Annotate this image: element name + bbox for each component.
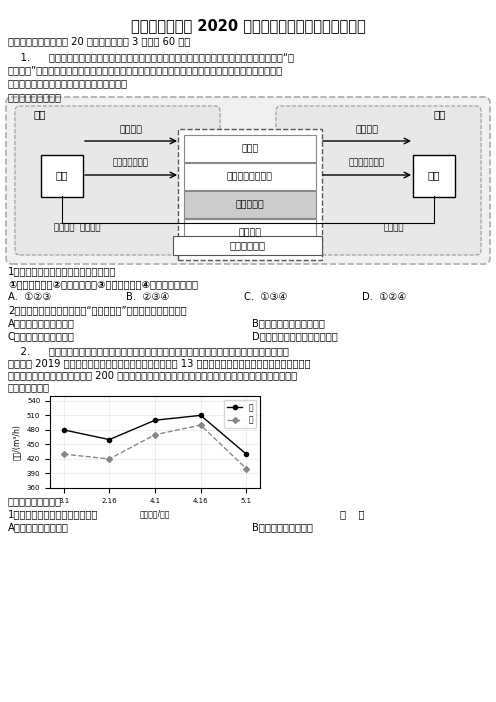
FancyBboxPatch shape [276, 106, 481, 255]
Text: 1.      与追求数量增长的传统城镇化不同，新型城镇化的重点在于提升城镇化质量，致力于实现“人: 1. 与追求数量增长的传统城镇化不同，新型城镇化的重点在于提升城镇化质量，致力于… [8, 52, 294, 62]
Bar [184, 191, 316, 218]
Text: 市民化问题，便成为新型城镇化的重要任务。: 市民化问题，便成为新型城镇化的重要任务。 [8, 78, 128, 88]
Bar [184, 163, 316, 190]
Text: 城镇化第二阶段: 城镇化第二阶段 [349, 158, 385, 167]
Text: A．　城乡差距不断缩小: A． 城乡差距不断缩小 [8, 318, 75, 328]
Legend: 甲, 乙: 甲, 乙 [224, 400, 256, 428]
Text: 农民工: 农民工 [242, 144, 258, 153]
Text: 汕头市达标名校 2020 年高考三月适应性考试地理试题: 汕头市达标名校 2020 年高考三月适应性考试地理试题 [130, 18, 366, 33]
甲 [244, 450, 249, 458]
X-axis label: 日期（月/日）: 日期（月/日） [140, 509, 170, 518]
FancyBboxPatch shape [413, 154, 455, 197]
FancyBboxPatch shape [15, 106, 220, 255]
Text: 的城镇化”。传统城镇化阶段完成了农村地区农民空间转移，而区域发展超过这一阶段后农业转移人口的: 的城镇化”。传统城镇化阶段完成了农村地区农民空间转移，而区域发展超过这一阶段后农… [8, 65, 283, 75]
乙 [106, 455, 112, 463]
Text: A.  ①②③: A. ①②③ [8, 292, 51, 302]
FancyBboxPatch shape [6, 97, 490, 264]
Text: 1．下列措施中最能提升城镇化质量的是: 1．下列措施中最能提升城镇化质量的是 [8, 266, 117, 276]
甲 [198, 411, 204, 420]
Text: A．　纬度高，海拔高: A． 纬度高，海拔高 [8, 522, 69, 532]
Text: 现在甲乙之间河段，该河段长约 200 千米。该河段结冰期流量来自冰下水流，河面冰层及周边积雪融化，: 现在甲乙之间河段，该河段长约 200 千米。该河段结冰期流量来自冰下水流，河面冰… [8, 370, 297, 380]
Text: （    ）: （ ） [340, 509, 365, 519]
乙 [61, 450, 66, 458]
FancyBboxPatch shape [178, 129, 322, 260]
Text: 据此完成下面小题。: 据此完成下面小题。 [8, 92, 62, 102]
Text: D．　为下一代提供良好的环境: D． 为下一代提供良好的环境 [252, 331, 338, 341]
Text: 处水文站 2019 年记录的即时流量数据（时间点为北京时间 13 点）。该河流春秋两季有凌汛现象，且仅出: 处水文站 2019 年记录的即时流量数据（时间点为北京时间 13 点）。该河流春… [8, 358, 310, 368]
Text: 农民: 农民 [56, 171, 68, 180]
Text: 城居、城中村农民: 城居、城中村农民 [227, 172, 273, 181]
Text: B．　获取更高的家庭收入: B． 获取更高的家庭收入 [252, 318, 325, 328]
Text: 空间转移: 空间转移 [120, 125, 142, 134]
Text: 地域流动  职业转换: 地域流动 职业转换 [54, 223, 100, 232]
Text: 农村: 农村 [34, 109, 47, 119]
甲 [152, 416, 158, 425]
Line: 甲: 甲 [62, 413, 248, 456]
Text: 造成流量增大。: 造成流量增大。 [8, 382, 50, 392]
Text: 结构转移: 结构转移 [356, 125, 378, 134]
Text: 城镇社会流动: 城镇社会流动 [230, 241, 265, 251]
Text: 城镇化第一阶段: 城镇化第一阶段 [113, 158, 149, 167]
Y-axis label: 流量/(m³/h): 流量/(m³/h) [12, 424, 21, 460]
甲 [61, 425, 66, 434]
乙 [152, 430, 158, 439]
乙 [244, 465, 249, 473]
Text: 2．当前我国流动人口呈现出“家庭式迁移”的新趋势，主要是由于: 2．当前我国流动人口呈现出“家庭式迁移”的新趋势，主要是由于 [8, 305, 186, 315]
Text: D.  ①②④: D. ①②④ [362, 292, 406, 302]
Text: B.  ②③④: B. ②③④ [126, 292, 169, 302]
Text: 1．与乙相比，甲水文站所在河段: 1．与乙相比，甲水文站所在河段 [8, 509, 98, 519]
Text: C.  ①③④: C. ①③④ [244, 292, 287, 302]
Text: ①完善基础设施②提升工资待遇③改革户籍制度④完善社会保障体系: ①完善基础设施②提升工资待遇③改革户籍制度④完善社会保障体系 [8, 279, 198, 289]
FancyBboxPatch shape [41, 154, 83, 197]
Text: 地位变迁: 地位变迁 [384, 223, 404, 232]
Text: 村改居农民: 村改居农民 [236, 200, 264, 209]
FancyBboxPatch shape [173, 236, 322, 255]
Text: C．　现代交通通信发达: C． 现代交通通信发达 [8, 331, 75, 341]
Text: B．　纬度高，海拔低: B． 纬度高，海拔低 [252, 522, 313, 532]
甲 [106, 435, 112, 444]
Text: 城市: 城市 [434, 109, 446, 119]
Text: 2.      河流中冰块阻塞水流造成水位上涨的现象，称为凌汛。下图为我国东北平原某河流甲、乙两: 2. 河流中冰块阻塞水流造成水位上涨的现象，称为凌汛。下图为我国东北平原某河流甲… [8, 346, 289, 356]
Bar [184, 219, 316, 246]
Text: 市民: 市民 [428, 171, 440, 180]
Text: 一、单选题（本题包括 20 个小题，每小题 3 分，共 60 分）: 一、单选题（本题包括 20 个小题，每小题 3 分，共 60 分） [8, 36, 190, 46]
Line: 乙: 乙 [62, 423, 248, 471]
Text: 居村农民: 居村农民 [239, 228, 261, 237]
Text: 据此完成下面小题。: 据此完成下面小题。 [8, 496, 62, 506]
Bar [184, 135, 316, 162]
乙 [198, 420, 204, 429]
